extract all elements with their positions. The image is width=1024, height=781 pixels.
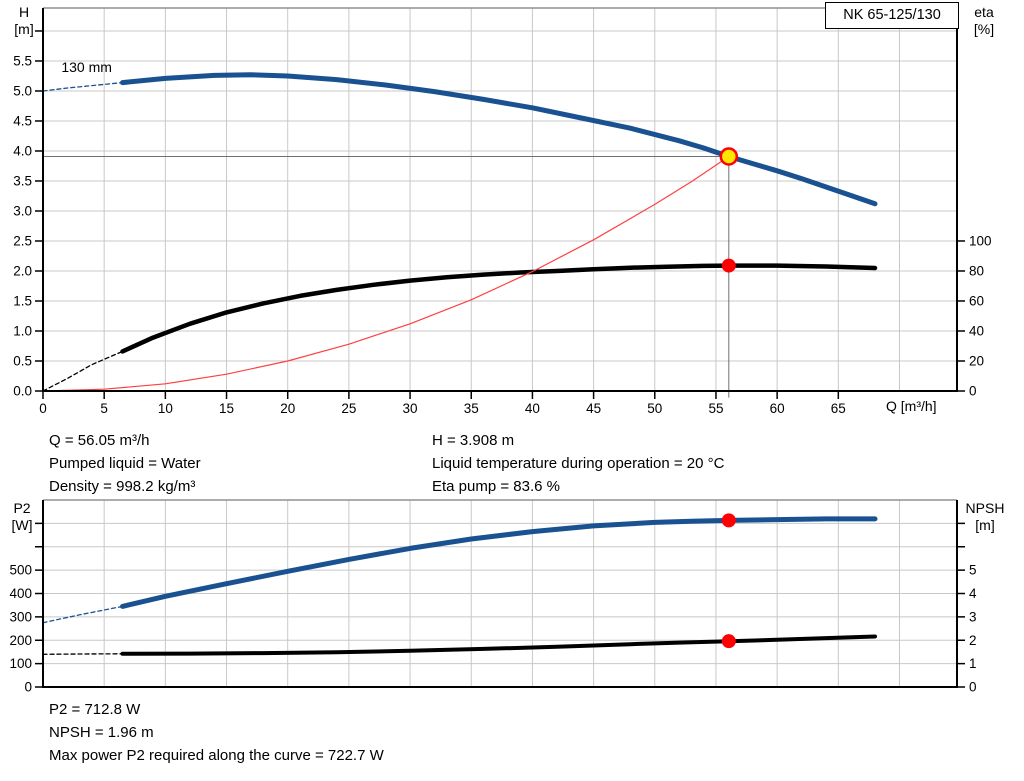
right-tick-label: 100 [969, 233, 992, 248]
x-tick-label: 10 [158, 401, 173, 416]
x-tick-label: 25 [341, 401, 356, 416]
info-eta-pump: Eta pump = 83.6 % [432, 478, 560, 495]
eta-axis-title: eta [%] [962, 4, 1006, 38]
left-tick-label: 200 [9, 633, 32, 648]
left-tick-label: 0.5 [13, 353, 32, 368]
x-tick-label: 50 [647, 401, 662, 416]
left-tick-label: 3.0 [13, 203, 32, 218]
x-tick-label: 5 [100, 401, 108, 416]
duty-info-right: H = 3.908 m Liquid temperature during op… [432, 429, 724, 498]
right-tick-label: 3 [969, 609, 977, 624]
hq-eta-chart: 0.0 0.5 1.0 1.5 2.0 2.5 3.0 3.5 4.0 4.5 5.0 5.5 0 20 4… [13, 7, 992, 416]
h-axis-title-symbol: H [18, 4, 30, 20]
p2-axis-title: P2 [W] [4, 500, 40, 534]
right-tick-label: 40 [969, 323, 984, 338]
npsh-curve-dashed [42, 653, 124, 655]
p2-axis-title-unit: [W] [11, 517, 33, 533]
left-tick-label: 2.5 [13, 233, 32, 248]
system-curve [42, 155, 730, 392]
info-density: Density = 998.2 kg/m³ [49, 478, 196, 495]
eta-axis-title-symbol: eta [974, 4, 994, 20]
info-liquid-temperature: Liquid temperature during operation = 20… [432, 455, 725, 472]
left-tick-label: 0.0 [13, 384, 32, 399]
q-axis-title: Q [m³/h] [886, 398, 937, 414]
x-tick-label: 60 [770, 401, 785, 416]
head-curve [120, 72, 878, 207]
left-tick-label: 1.5 [13, 293, 32, 308]
right-tick-label: 60 [969, 293, 984, 308]
eta-axis-title-unit: [%] [973, 21, 995, 37]
right-tick-label: 2 [969, 633, 977, 648]
p2-npsh-chart: 0 100 200 300 400 500 0 1 2 3 4 5 [9, 499, 977, 695]
h-axis-title-unit: [m] [14, 21, 34, 37]
left-tick-label: 3.5 [13, 173, 32, 188]
duty-info-left: Q = 56.05 m³/h Pumped liquid = Water Den… [49, 429, 201, 498]
left-tick-label: 4.0 [13, 143, 32, 158]
h-axis-title: H [m] [6, 4, 42, 38]
p2-axis-title-symbol: P2 [13, 500, 31, 516]
info-p2: P2 = 712.8 W [49, 701, 141, 718]
left-tick-label: 1.0 [13, 323, 32, 338]
npsh-curve [120, 634, 877, 656]
eta-curve [120, 263, 878, 354]
right-tick-label: 20 [969, 353, 984, 368]
left-tick-label: 0 [24, 680, 32, 695]
npsh-axis-title-unit: [m] [975, 517, 995, 533]
npsh-axis-title-symbol: NPSH [965, 500, 1005, 516]
x-tick-label: 55 [708, 401, 723, 416]
left-tick-label: 4.5 [13, 113, 32, 128]
eta-point-marker [721, 258, 736, 273]
right-tick-label: 4 [969, 586, 977, 601]
info-npsh: NPSH = 1.96 m [49, 724, 154, 741]
x-tick-label: 0 [39, 401, 47, 416]
right-tick-label: 80 [969, 263, 984, 278]
npsh-axis-title: NPSH [m] [960, 500, 1010, 534]
left-tick-label: 100 [9, 656, 32, 671]
x-tick-label: 20 [280, 401, 295, 416]
info-pumped-liquid: Pumped liquid = Water [49, 455, 201, 472]
right-tick-label: 5 [969, 563, 977, 578]
info-flow: Q = 56.05 m³/h [49, 432, 150, 449]
left-tick-label: 5.0 [13, 83, 32, 98]
x-tick-label: 15 [219, 401, 234, 416]
p2-curve-dashed [42, 605, 124, 624]
p2-point-marker [721, 513, 736, 528]
pump-type-badge: NK 65-125/130 [825, 2, 959, 29]
right-tick-label: 0 [969, 680, 977, 695]
left-tick-label: 500 [9, 563, 32, 578]
x-tick-label: 35 [464, 401, 479, 416]
power-info: P2 = 712.8 W NPSH = 1.96 m Max power P2 … [49, 698, 384, 767]
x-tick-label: 45 [586, 401, 601, 416]
left-tick-label: 5.5 [13, 53, 32, 68]
x-tick-label: 30 [403, 401, 418, 416]
left-tick-label: 300 [9, 609, 32, 624]
duty-point-marker [719, 147, 739, 166]
head-curve-dashed [42, 81, 124, 92]
npsh-point-marker [721, 634, 736, 649]
x-tick-label: 40 [525, 401, 540, 416]
right-tick-label: 0 [969, 384, 977, 399]
info-head: H = 3.908 m [432, 432, 515, 449]
x-tick-label: 65 [831, 401, 846, 416]
right-tick-label: 1 [969, 656, 977, 671]
left-tick-label: 2.0 [13, 263, 32, 278]
left-tick-label: 400 [9, 586, 32, 601]
impeller-size-annotation: 130 mm [61, 59, 112, 75]
info-max-power: Max power P2 required along the curve = … [49, 747, 384, 764]
p2-curve [120, 516, 878, 609]
eta-curve-dashed [42, 350, 124, 392]
